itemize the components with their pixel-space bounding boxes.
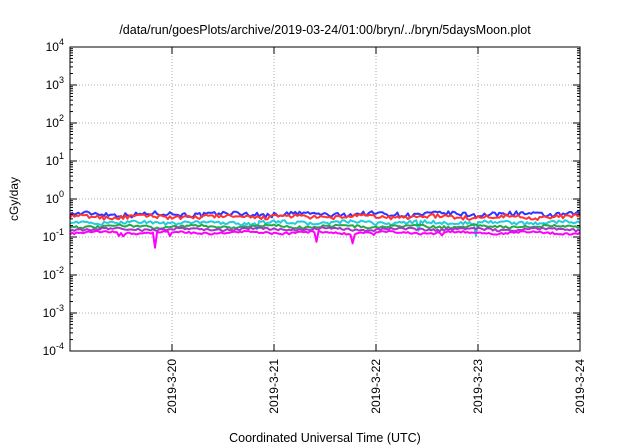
y-tick-label: 10-2 — [43, 265, 64, 282]
axis-ticks — [70, 46, 581, 352]
series-line — [69, 223, 581, 230]
series-line — [69, 226, 581, 233]
x-tick-label: 2019-3-24 — [573, 359, 587, 414]
x-tick-label: 2019-3-23 — [471, 359, 485, 414]
y-tick-label: 10-1 — [43, 227, 64, 244]
y-tick-labels: 10-4 10-3 10-2 10-1 100 101 102 103 104 — [43, 37, 64, 358]
series-line — [69, 210, 581, 219]
y-axis-label: cGy/day — [7, 177, 21, 221]
x-tick-label: 2019-3-22 — [369, 359, 383, 414]
x-tick-label: 2019-3-20 — [165, 359, 179, 414]
x-axis-label: Coordinated Universal Time (UTC) — [229, 431, 421, 445]
series-group — [69, 210, 581, 249]
y-tick-label: 103 — [46, 75, 64, 92]
y-tick-label: 102 — [46, 113, 64, 130]
x-tick-label: 2019-3-21 — [267, 359, 281, 414]
y-tick-label: 104 — [46, 37, 64, 54]
series-line — [69, 213, 581, 221]
y-tick-label: 10-4 — [43, 341, 64, 358]
series-line — [69, 229, 581, 249]
series-line — [69, 219, 581, 237]
chart-title: /data/run/goesPlots/archive/2019-03-24/0… — [119, 23, 531, 37]
grid — [70, 47, 581, 351]
y-tick-label: 101 — [46, 151, 64, 168]
y-tick-label: 100 — [46, 189, 64, 206]
x-tick-labels: 2019-3-20 2019-3-21 2019-3-22 2019-3-23 2019… — [165, 359, 587, 414]
y-tick-label: 10-3 — [43, 303, 64, 320]
